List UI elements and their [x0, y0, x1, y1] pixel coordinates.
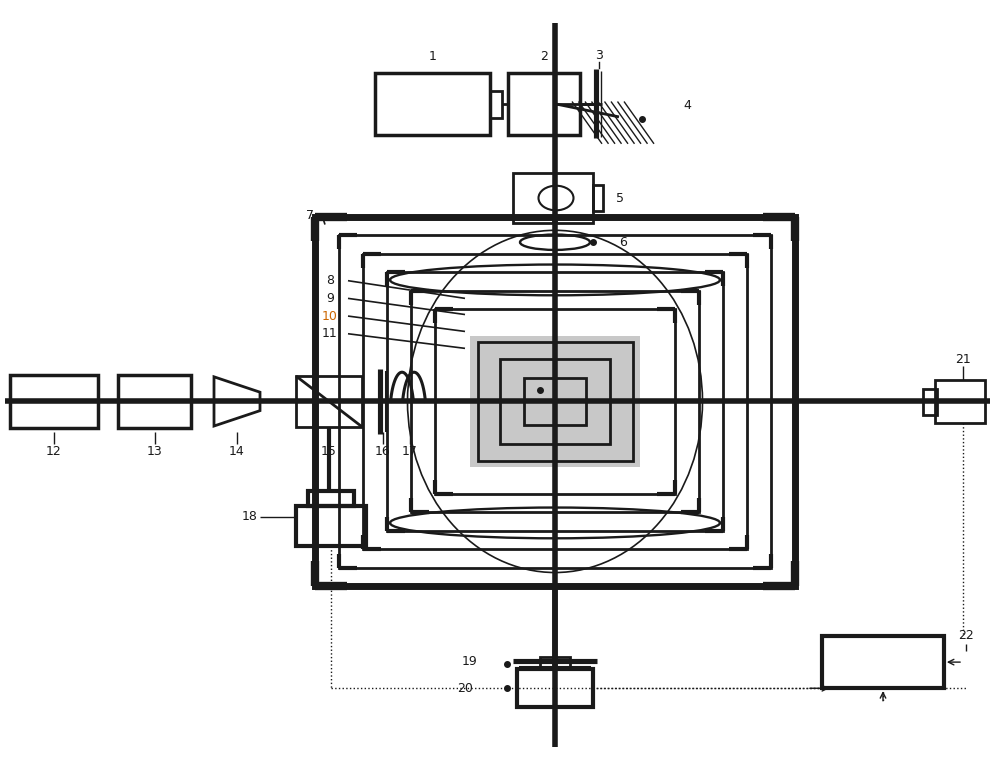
- Text: 11: 11: [322, 328, 338, 340]
- Text: 6: 6: [619, 236, 627, 248]
- Bar: [513, 173, 593, 223]
- Bar: [517, 669, 593, 707]
- Bar: [315, 217, 795, 586]
- Text: 7: 7: [306, 209, 314, 221]
- Bar: [435, 309, 675, 494]
- Bar: [822, 636, 944, 688]
- Bar: [923, 389, 937, 415]
- Text: 18: 18: [242, 511, 258, 523]
- Text: 19: 19: [462, 655, 478, 667]
- Bar: [363, 254, 747, 549]
- Bar: [10, 375, 98, 428]
- Text: 21: 21: [955, 353, 971, 365]
- Bar: [540, 657, 570, 669]
- Text: 2: 2: [540, 50, 548, 62]
- Bar: [296, 506, 366, 546]
- Text: 1: 1: [429, 50, 436, 62]
- Text: 9: 9: [326, 292, 334, 305]
- Text: 8: 8: [326, 275, 334, 287]
- Text: 4: 4: [683, 99, 691, 112]
- Bar: [935, 380, 985, 423]
- Bar: [308, 491, 354, 506]
- Bar: [470, 336, 640, 467]
- Text: 12: 12: [46, 445, 62, 458]
- Text: 20: 20: [457, 682, 473, 694]
- Bar: [339, 235, 771, 568]
- Bar: [490, 91, 502, 118]
- Text: 10: 10: [322, 310, 338, 322]
- Bar: [500, 359, 610, 444]
- Text: 16: 16: [375, 445, 391, 458]
- Bar: [593, 185, 603, 211]
- Text: 13: 13: [147, 445, 162, 458]
- Bar: [478, 341, 633, 461]
- Bar: [118, 375, 191, 428]
- Bar: [387, 272, 723, 531]
- Bar: [524, 378, 586, 425]
- Text: 5: 5: [616, 191, 624, 205]
- Text: 14: 14: [229, 445, 245, 458]
- Text: 15: 15: [321, 445, 337, 458]
- Bar: [508, 73, 580, 135]
- Text: 17: 17: [402, 445, 418, 458]
- Bar: [411, 291, 699, 512]
- Text: 3: 3: [595, 49, 603, 62]
- Bar: [296, 376, 362, 427]
- Bar: [375, 73, 490, 135]
- Text: 22: 22: [958, 630, 974, 642]
